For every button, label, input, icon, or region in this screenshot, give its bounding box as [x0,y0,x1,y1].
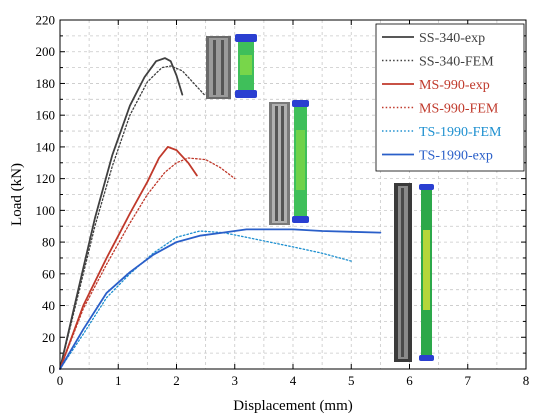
legend-label: SS-340-FEM [419,55,494,70]
x-tick-label: 4 [290,373,297,388]
y-tick-label: 20 [42,330,55,345]
x-tick-label: 0 [57,373,64,388]
specimen-photos [206,34,434,362]
series-line-ts-1990-exp [59,228,382,370]
legend-label: MS-990-exp [419,78,490,93]
y-tick-label: 120 [36,171,56,186]
legend-label: SS-340-exp [419,31,485,46]
x-tick-label: 7 [465,373,472,388]
specimen-photo-ms-990 [269,100,309,225]
x-tick-label: 2 [173,373,180,388]
legend: SS-340-exp SS-340-FEM MS-990-exp MS-990-FEM… [375,23,525,172]
y-tick-label: 60 [42,266,55,281]
data-series [59,57,382,370]
legend-box [375,23,525,172]
series-line-ms-990-exp [59,146,198,370]
y-tick-label: 220 [36,13,56,28]
y-tick-label: 40 [42,298,55,313]
x-axis-title: Displacement (mm) [233,398,353,414]
y-axis-title: Load (kN) [9,163,25,226]
x-tick-label: 1 [115,373,122,388]
series-line-ss-340-exp [59,57,184,370]
y-tick-label: 200 [36,44,56,59]
legend-label: MS-990-FEM [419,102,499,117]
x-tick-label: 3 [232,373,239,388]
x-tick-label: 6 [406,373,413,388]
y-tick-label: 160 [36,108,56,123]
y-tick-label: 140 [36,139,56,154]
specimen-photo-ts-1990 [394,183,434,362]
legend-label: TS-1990-exp [419,149,493,164]
specimen-photo-ss-340 [206,34,257,99]
legend-label: TS-1990-FEM [419,125,502,140]
y-tick-label: 80 [42,235,55,250]
y-tick-label: 180 [36,76,56,91]
series-line-ss-340-fem [59,65,207,370]
y-tick-label: 0 [49,362,56,377]
series-line-ts-1990-fem [59,230,352,370]
y-tick-label: 100 [36,203,56,218]
x-tick-label: 5 [348,373,355,388]
series-line-ms-990-fem [59,157,236,370]
x-tick-label: 8 [523,373,530,388]
